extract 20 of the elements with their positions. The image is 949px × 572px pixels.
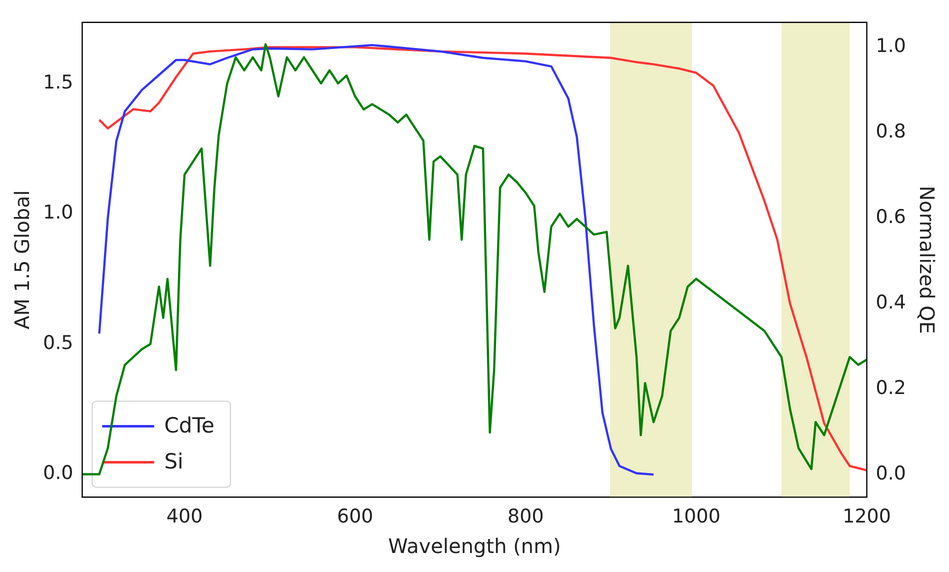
x-tick-label: 400 [166,506,203,528]
legend-label: CdTe [164,414,214,438]
y-tick-label: 1.5 [43,71,74,94]
y2-tick-label: 0.8 [876,120,906,143]
legend-label: Si [164,450,184,474]
x-tick-label: 1200 [842,506,891,528]
y2-axis-title: Normalized QE [914,186,939,334]
y2-tick-label: 1.0 [876,35,906,58]
y2-tick-label: 0.6 [876,206,906,228]
x-axis-title: Wavelength (nm) [388,534,561,558]
x-tick-label: 600 [336,506,374,528]
x-tick-label: 800 [508,506,544,528]
y-tick-label: 0.5 [43,332,74,354]
y2-tick-label: 0.4 [876,292,906,314]
y2-tick-label: 0.2 [876,377,906,400]
x-tick-label: 1000 [672,506,720,528]
y-axis-title: AM 1.5 Global [10,190,34,330]
y-tick-label: 1.0 [43,202,74,224]
y-tick-label: 0.0 [43,462,74,484]
y2-tick-label: 0.0 [876,462,906,484]
